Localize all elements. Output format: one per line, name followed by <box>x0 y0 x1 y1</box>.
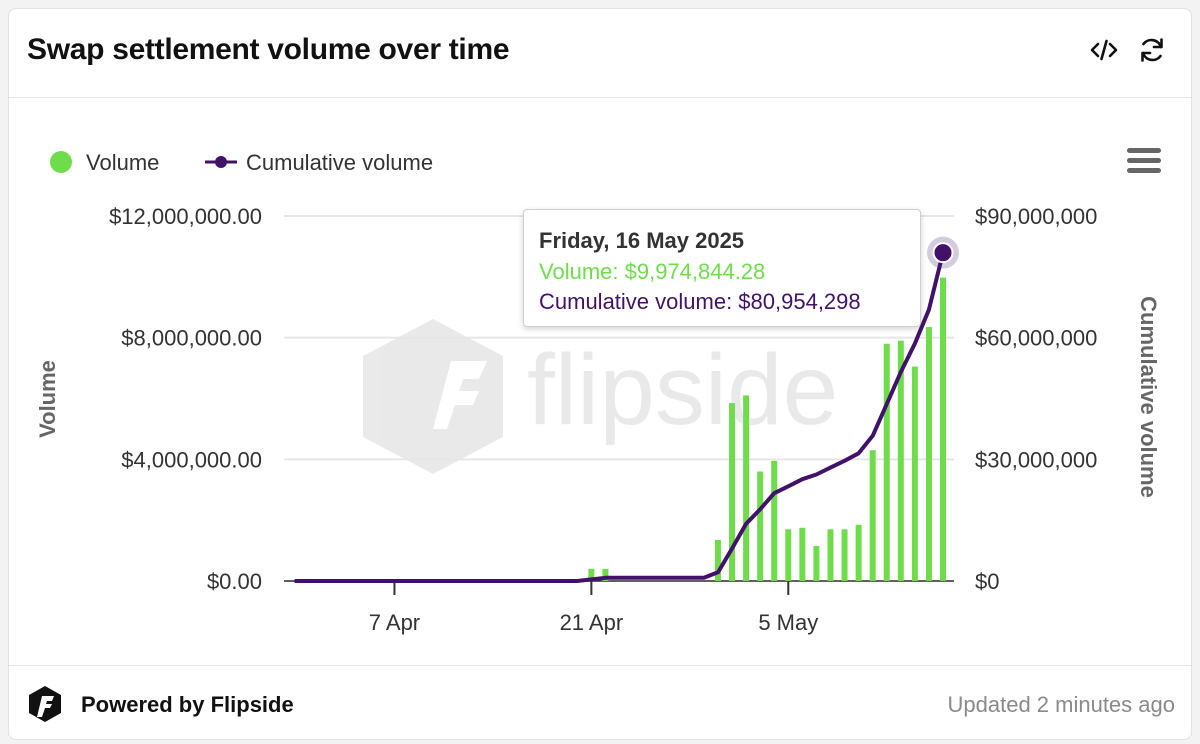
highlight-point[interactable] <box>934 243 953 262</box>
y2-tick-label: $90,000,000 <box>975 204 1097 229</box>
code-icon[interactable] <box>1089 35 1119 65</box>
flipside-logo-icon[interactable] <box>25 684 65 724</box>
volume-bar[interactable] <box>884 344 890 581</box>
right-axis-ticks: $0 $30,000,000 $60,000,000 $90,000,000 <box>975 204 1097 594</box>
y-tick-label: $0.00 <box>207 569 262 594</box>
chart-area: flipside Volume Cumulative volume $0.00$… <box>9 99 1191 665</box>
chart-title: Swap settlement volume over time <box>27 33 509 67</box>
chart-card: Swap settlement volume over time flipsid… <box>8 8 1192 740</box>
volume-bar[interactable] <box>771 461 777 581</box>
legend-marker-volume <box>50 151 72 173</box>
y-axis-title: Volume <box>35 360 60 438</box>
volume-bar[interactable] <box>870 450 876 581</box>
y-tick-label: $4,000,000.00 <box>121 447 262 472</box>
powered-by-label[interactable]: Powered by Flipside <box>81 692 294 718</box>
legend-item-volume[interactable]: Volume <box>50 150 159 175</box>
tooltip: Friday, 16 May 2025 Volume: $9,974,844.2… <box>523 209 921 327</box>
tooltip-volume: Volume: $9,974,844.28 <box>539 259 765 285</box>
y2-tick-label: $60,000,000 <box>975 326 1097 351</box>
volume-bar[interactable] <box>926 327 932 581</box>
y2-tick-label: $0 <box>975 569 999 594</box>
x-tick-label: 5 May <box>758 610 818 635</box>
volume-bar[interactable] <box>856 525 862 581</box>
flipside-watermark: flipside <box>363 319 838 474</box>
card-header: Swap settlement volume over time <box>9 9 1191 98</box>
volume-bar[interactable] <box>912 367 918 581</box>
tooltip-cumulative: Cumulative volume: $80,954,298 <box>539 289 861 315</box>
tooltip-date: Friday, 16 May 2025 <box>539 228 744 254</box>
volume-bar[interactable] <box>842 529 848 581</box>
legend-item-cumulative[interactable]: Cumulative volume <box>205 150 433 175</box>
volume-bar[interactable] <box>827 529 833 581</box>
x-axis-ticks: 7 Apr 21 Apr 5 May <box>284 581 954 635</box>
card-footer: Powered by Flipside Updated 2 minutes ag… <box>9 665 1191 740</box>
menu-icon[interactable] <box>1127 148 1161 173</box>
volume-bar[interactable] <box>743 395 749 581</box>
y-tick-label: $8,000,000.00 <box>121 326 262 351</box>
y2-tick-label: $30,000,000 <box>975 447 1097 472</box>
volume-bar[interactable] <box>813 546 819 581</box>
y2-axis-title: Cumulative volume <box>1136 296 1161 498</box>
left-axis-ticks: $0.00 $4,000,000.00 $8,000,000.00 $12,000,0… <box>109 204 262 594</box>
legend-label-volume: Volume <box>86 150 159 175</box>
legend: Volume Cumulative volume <box>50 150 433 175</box>
legend-marker-cumulative <box>215 156 227 168</box>
x-tick-label: 21 Apr <box>560 610 624 635</box>
refresh-icon[interactable] <box>1137 35 1167 65</box>
y-tick-label: $12,000,000.00 <box>109 204 262 229</box>
volume-bar[interactable] <box>757 472 763 582</box>
watermark-text: flipside <box>527 334 838 446</box>
legend-label-cumulative: Cumulative volume <box>246 150 433 175</box>
x-tick-label: 7 Apr <box>369 610 420 635</box>
volume-bar[interactable] <box>940 278 946 581</box>
volume-bar[interactable] <box>785 529 791 581</box>
updated-label: Updated 2 minutes ago <box>948 692 1176 718</box>
volume-bar[interactable] <box>799 528 805 581</box>
